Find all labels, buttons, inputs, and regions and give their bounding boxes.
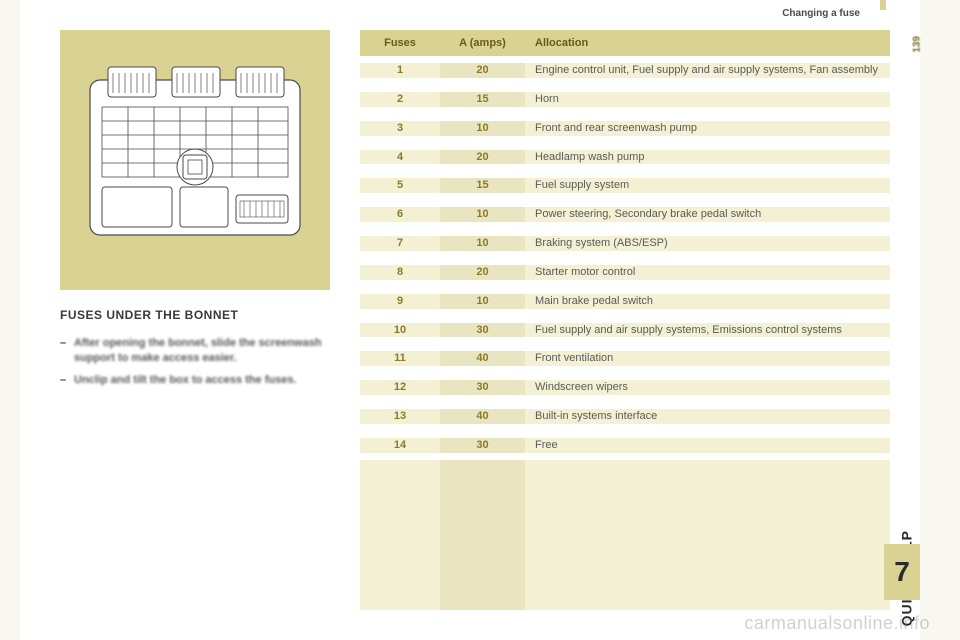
cell-allocation: Main brake pedal switch	[525, 294, 890, 309]
right-sidebar: 139 QUICK HELP 7	[884, 0, 920, 640]
cell-allocation: Power steering, Secondary brake pedal sw…	[525, 207, 890, 222]
bullet-dash: –	[60, 336, 74, 367]
cell-allocation: Front and rear screenwash pump	[525, 121, 890, 136]
cell-amps: 10	[440, 294, 525, 309]
cell-amps: 15	[440, 178, 525, 193]
cell-amps: 15	[440, 92, 525, 107]
cell-fuse: 12	[360, 380, 440, 395]
fusebox-figure	[60, 30, 330, 290]
breadcrumb: Changing a fuse	[782, 8, 860, 19]
instruction-item: – After opening the bonnet, slide the sc…	[60, 336, 350, 367]
cell-amps: 10	[440, 236, 525, 251]
watermark: carmanualsonline.info	[744, 613, 930, 634]
cell-allocation: Headlamp wash pump	[525, 150, 890, 165]
table-body: 120Engine control unit, Fuel supply and …	[360, 56, 890, 610]
cell-amps: 40	[440, 351, 525, 366]
cell-allocation: Front ventilation	[525, 351, 890, 366]
table-row: 310Front and rear screenwash pump	[360, 114, 890, 143]
cell-fuse: 7	[360, 236, 440, 251]
table-row: 120Engine control unit, Fuel supply and …	[360, 56, 890, 85]
table-row: 1230Windscreen wipers	[360, 373, 890, 402]
cell-fuse: 6	[360, 207, 440, 222]
table-row: 1030Fuel supply and air supply systems, …	[360, 316, 890, 345]
cell-fuse: 2	[360, 92, 440, 107]
cell-fuse: 5	[360, 178, 440, 193]
cell-amps: 30	[440, 438, 525, 453]
cell-fuse: 11	[360, 351, 440, 366]
cell-amps: 30	[440, 380, 525, 395]
fuse-table: Fuses A (amps) Allocation 120Engine cont…	[360, 30, 890, 610]
cell-fuse: 3	[360, 121, 440, 136]
instruction-item: – Unclip and tilt the box to access the …	[60, 373, 350, 388]
cell-fuse: 1	[360, 63, 440, 78]
cell-amps: 10	[440, 121, 525, 136]
cell-fuse: 14	[360, 438, 440, 453]
cell-allocation: Built-in systems interface	[525, 409, 890, 424]
cell-fuse: 4	[360, 150, 440, 165]
left-column: FUSES UNDER THE BONNET – After opening t…	[60, 30, 350, 394]
table-row: 1140Front ventilation	[360, 344, 890, 373]
cell-allocation: Starter motor control	[525, 265, 890, 280]
cell-allocation: Engine control unit, Fuel supply and air…	[525, 63, 890, 78]
col-header-allocation: Allocation	[525, 37, 890, 49]
cell-amps: 40	[440, 409, 525, 424]
table-row: 420Headlamp wash pump	[360, 143, 890, 172]
table-row: 215Horn	[360, 85, 890, 114]
instruction-text: Unclip and tilt the box to access the fu…	[74, 373, 297, 388]
cell-amps: 10	[440, 207, 525, 222]
table-row: 610Power steering, Secondary brake pedal…	[360, 200, 890, 229]
cell-allocation: Braking system (ABS/ESP)	[525, 236, 890, 251]
table-row: 1340Built-in systems interface	[360, 402, 890, 431]
page-container: Changing a fuse	[20, 0, 920, 640]
cell-allocation: Horn	[525, 92, 890, 107]
cell-amps: 30	[440, 323, 525, 338]
cell-fuse: 10	[360, 323, 440, 338]
cell-amps: 20	[440, 265, 525, 280]
cell-amps: 20	[440, 63, 525, 78]
table-row: 820Starter motor control	[360, 258, 890, 287]
cell-amps: 20	[440, 150, 525, 165]
section-title: FUSES UNDER THE BONNET	[60, 308, 350, 322]
cell-allocation: Free	[525, 438, 890, 453]
table-row: 515Fuel supply system	[360, 171, 890, 200]
cell-allocation: Windscreen wipers	[525, 380, 890, 395]
table-header-row: Fuses A (amps) Allocation	[360, 30, 890, 56]
page-number: 139	[912, 36, 923, 53]
cell-fuse: 8	[360, 265, 440, 280]
col-header-amps: A (amps)	[440, 37, 525, 49]
cell-fuse: 9	[360, 294, 440, 309]
table-row: 910Main brake pedal switch	[360, 287, 890, 316]
instruction-text: After opening the bonnet, slide the scre…	[74, 336, 350, 367]
chapter-number: 7	[894, 556, 910, 588]
cell-fuse: 13	[360, 409, 440, 424]
chapter-tab: 7	[884, 544, 920, 600]
cell-allocation: Fuel supply and air supply systems, Emis…	[525, 323, 890, 338]
bullet-dash: –	[60, 373, 74, 388]
cell-allocation: Fuel supply system	[525, 178, 890, 193]
fusebox-svg	[80, 55, 310, 265]
table-row: 710Braking system (ABS/ESP)	[360, 229, 890, 258]
col-header-fuses: Fuses	[360, 37, 440, 49]
instruction-list: – After opening the bonnet, slide the sc…	[60, 336, 350, 388]
table-row: 1430Free	[360, 431, 890, 460]
table-fill	[360, 460, 890, 610]
